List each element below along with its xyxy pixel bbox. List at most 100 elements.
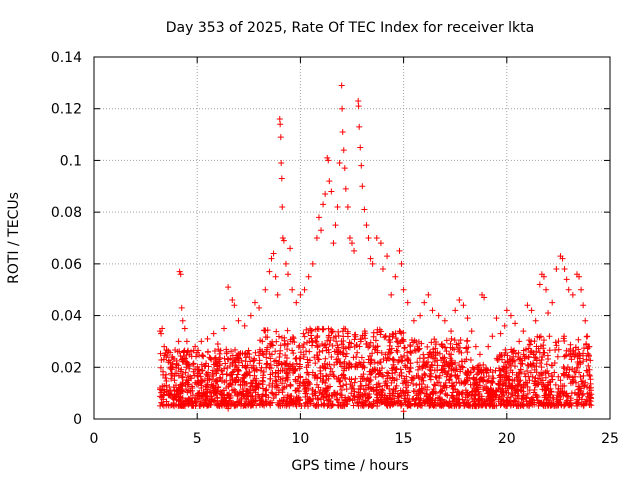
data-point [553,396,560,403]
data-point [578,286,585,293]
data-point [499,366,506,373]
data-point [260,372,267,379]
data-point [241,350,248,357]
data-point [431,401,438,408]
data-point [470,374,477,381]
data-point [536,334,543,341]
data-point [192,343,199,350]
data-point [234,354,241,361]
data-point [211,397,218,404]
data-point [581,382,588,389]
data-point [545,370,552,377]
data-point [316,389,323,396]
data-point [393,376,400,383]
data-point [158,330,165,337]
data-point [298,403,305,410]
data-point [314,344,321,351]
data-point [342,185,349,192]
data-point [540,273,547,280]
data-point [388,398,395,405]
y-tick-label: 0.1 [60,153,82,169]
data-point [250,397,257,404]
data-point [224,392,231,399]
data-point [225,284,232,291]
data-point [179,358,186,365]
data-point [367,359,374,366]
data-point [309,260,316,267]
data-point [384,382,391,389]
data-point [448,328,455,335]
data-point [188,402,195,409]
data-point [555,346,562,353]
data-point [305,273,312,280]
data-point [485,373,492,380]
data-point [432,352,439,359]
data-point [467,381,474,388]
data-point [312,360,319,367]
data-point [179,317,186,324]
data-point [193,349,200,356]
data-point [377,331,384,338]
data-point [341,399,348,406]
data-point [293,354,300,361]
data-point [486,388,493,395]
data-point [187,388,194,395]
data-point [522,395,529,402]
data-point [421,299,428,306]
data-point [446,376,453,383]
data-point [502,380,509,387]
data-point [336,359,343,366]
data-point [373,235,380,241]
data-point [351,379,358,386]
data-point [424,343,431,350]
data-point [421,399,428,406]
data-point [397,400,404,407]
data-point [586,372,593,379]
data-point [513,403,520,410]
data-point [317,364,324,371]
data-point [417,312,424,319]
data-point [412,396,419,403]
data-point [544,352,551,359]
data-point [195,366,202,373]
data-point [229,297,236,304]
data-point [546,333,553,340]
data-point [374,403,381,410]
data-point [429,307,436,314]
data-point [426,366,433,373]
data-point [460,302,467,309]
data-point [396,247,403,254]
data-point [177,353,184,360]
data-point [504,394,511,401]
data-point [528,348,535,355]
data-point [332,222,339,229]
data-point [317,370,324,377]
data-point [560,370,567,377]
data-point [308,327,315,334]
data-point [339,105,346,112]
data-point [534,397,541,404]
data-point [403,373,410,380]
data-point [538,364,545,371]
data-point [250,377,257,384]
data-point [545,309,552,316]
data-point [231,389,238,396]
data-point [380,355,387,362]
data-point [328,392,335,399]
data-point [221,355,228,362]
data-point [553,266,560,273]
data-point [315,395,322,402]
data-point [187,373,194,380]
data-point [357,360,364,367]
data-point [160,391,167,398]
data-point [267,355,274,362]
data-point [577,361,584,368]
data-point [392,385,399,392]
data-point [495,380,502,387]
data-point [344,203,351,210]
data-point [325,157,332,164]
data-point [432,373,439,380]
data-point [561,402,568,409]
data-point [330,240,337,247]
data-point [365,344,372,351]
